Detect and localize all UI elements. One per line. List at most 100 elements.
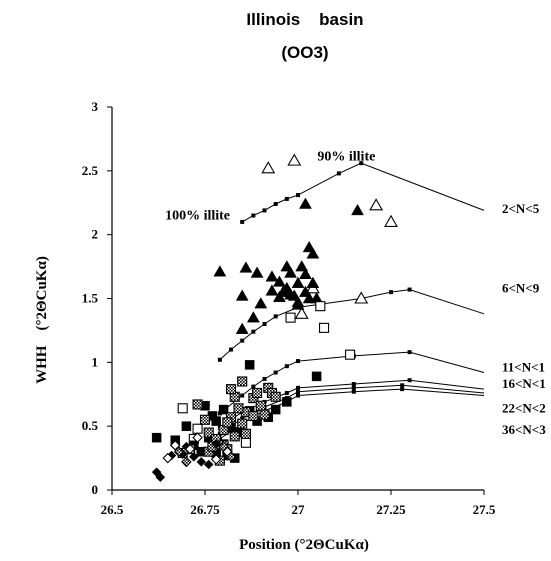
data-point: [295, 260, 309, 272]
curve-label: 11<N<1: [502, 359, 545, 374]
data-point: [237, 418, 248, 429]
curve-node: [284, 196, 289, 201]
curve-node: [407, 350, 412, 355]
data-point: [250, 266, 264, 278]
data-point: [188, 451, 199, 462]
data-point: [287, 289, 301, 301]
data-point: [199, 414, 211, 425]
chart-title: Illinois basin: [246, 10, 363, 29]
data-point: [240, 437, 251, 448]
y-tick-label: 0.5: [82, 418, 99, 433]
data-point: [211, 416, 221, 426]
x-tick-label: 27.5: [473, 502, 496, 517]
data-point: [306, 247, 320, 259]
data-point: [270, 391, 281, 402]
data-point: [252, 387, 263, 399]
data-point: [203, 427, 214, 438]
data-point: [233, 403, 244, 414]
data-point: [270, 404, 281, 415]
data-point: [255, 400, 266, 411]
data-point: [203, 459, 214, 470]
curve-line: [219, 351, 485, 414]
curve-label: 16<N<1: [502, 376, 546, 391]
data-point: [235, 322, 249, 334]
curve-node: [262, 208, 267, 213]
data-point: [369, 198, 384, 211]
data-point: [181, 456, 192, 468]
labels-layer: 2<N<5 6<N<9 11<N<1 16<N<1 22<N<2 36<N<3 100% i…: [165, 150, 546, 437]
data-point: [354, 291, 369, 304]
data-point: [151, 432, 162, 443]
curve-node: [400, 387, 405, 392]
axes: 0 0.5 1 1.5 2 2.5 3 26.5 26.75 27 27.25 27.5: [82, 99, 496, 517]
curve-node: [351, 389, 356, 394]
annotation: 100% illite: [165, 208, 230, 223]
curve-node: [262, 376, 267, 381]
data-point: [351, 203, 364, 216]
curve-node: [273, 314, 278, 319]
curve-node: [251, 384, 256, 389]
data-point: [291, 298, 305, 310]
y-tick-label: 0: [92, 482, 99, 497]
y-tick-label: 3: [92, 99, 99, 114]
curve-node: [273, 202, 278, 207]
x-tick-label: 27: [292, 502, 306, 517]
x-axis-label: Position (°2ΘCuKα): [239, 537, 369, 553]
data-point: [284, 266, 297, 278]
data-point: [306, 276, 320, 288]
data-point: [259, 409, 270, 420]
data-point: [213, 265, 227, 277]
data-point: [239, 261, 253, 273]
data-point: [218, 404, 229, 415]
data-point: [265, 270, 279, 282]
curve-node: [240, 416, 245, 421]
y-axis-label: WHH (°2ΘCuKα): [34, 256, 50, 384]
data-point: [211, 439, 222, 449]
curve-node: [217, 357, 222, 362]
curve-node: [229, 347, 234, 352]
x-tick-label: 27.25: [376, 502, 406, 517]
points-layer: [151, 153, 398, 483]
data-point: [272, 290, 286, 302]
data-point: [244, 360, 255, 370]
data-point: [192, 432, 203, 443]
curve-label: 2<N<5: [502, 201, 540, 216]
data-point: [192, 423, 203, 434]
curve-node: [359, 161, 364, 166]
data-point: [299, 285, 312, 297]
curve-node: [296, 193, 300, 198]
y-tick-label: 2: [92, 227, 99, 242]
data-point: [192, 399, 203, 410]
data-point: [345, 349, 356, 360]
data-point: [282, 397, 292, 407]
annotation: 90% illite: [317, 150, 375, 165]
curve-label: 36<N<3: [502, 422, 546, 437]
curve-node: [389, 290, 393, 295]
data-point: [311, 371, 322, 382]
data-point: [196, 457, 207, 467]
data-point: [210, 454, 222, 465]
data-point: [254, 297, 268, 309]
curve-node: [407, 378, 412, 383]
data-point: [225, 451, 237, 463]
data-point: [181, 421, 192, 431]
data-point: [237, 376, 248, 387]
data-point: [184, 443, 196, 455]
data-point: [265, 284, 279, 296]
curve-label: 22<N<2: [502, 400, 546, 415]
curve-node: [400, 383, 405, 388]
curve-node: [296, 385, 300, 390]
data-point: [246, 311, 260, 323]
curve-node: [407, 287, 412, 292]
curve-node: [296, 393, 300, 398]
data-point: [225, 384, 237, 395]
curve-line: [241, 162, 485, 223]
curve-node: [351, 382, 356, 387]
curve-node: [240, 393, 245, 398]
curve-node: [240, 338, 245, 343]
data-point: [169, 440, 181, 451]
data-point: [261, 161, 276, 174]
data-point: [173, 446, 185, 457]
curve-node: [251, 213, 256, 218]
